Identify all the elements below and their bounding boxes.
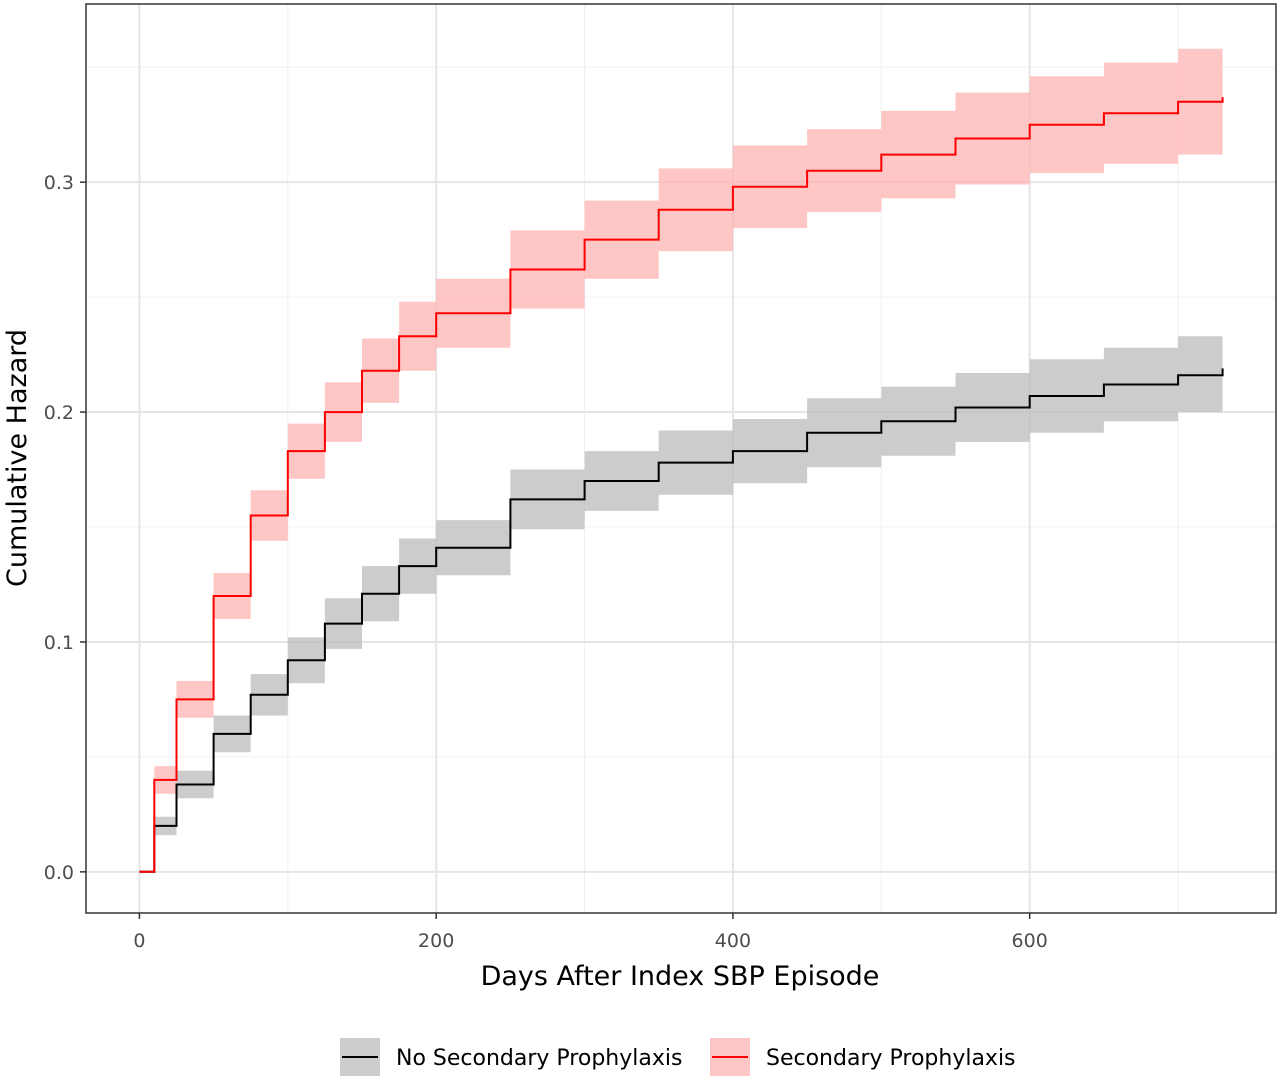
x-tick-label: 400 bbox=[715, 930, 751, 952]
axis-ticks: 0 200 400 600 0.0 0.1 0.2 0.3 bbox=[44, 172, 1048, 952]
x-tick-label: 0 bbox=[133, 930, 145, 952]
confidence-bands bbox=[139, 39, 1223, 872]
y-tick-label: 0.2 bbox=[44, 402, 74, 424]
x-tick-label: 200 bbox=[418, 930, 454, 952]
y-axis-title: Cumulative Hazard bbox=[2, 329, 33, 587]
x-axis-title: Days After Index SBP Episode bbox=[481, 961, 880, 992]
y-tick-label: 0.1 bbox=[44, 632, 74, 654]
x-tick-label: 600 bbox=[1012, 930, 1048, 952]
legend: No Secondary Prophylaxis Secondary Prophy… bbox=[340, 1038, 1016, 1076]
legend-label-secondary-prophylaxis: Secondary Prophylaxis bbox=[766, 1046, 1016, 1071]
panel-border bbox=[85, 3, 1277, 914]
confidence-band-secondary-prophylaxis bbox=[139, 39, 1223, 872]
y-tick-label: 0.3 bbox=[44, 172, 74, 194]
confidence-band-no-secondary-prophylaxis bbox=[139, 324, 1223, 872]
hazard-line-secondary-prophylaxis bbox=[139, 97, 1224, 873]
hazard-lines bbox=[139, 97, 1224, 873]
y-tick-label: 0.0 bbox=[44, 862, 74, 884]
hazard-line-no-secondary-prophylaxis bbox=[139, 368, 1224, 873]
legend-label-no-secondary-prophylaxis: No Secondary Prophylaxis bbox=[396, 1046, 682, 1071]
